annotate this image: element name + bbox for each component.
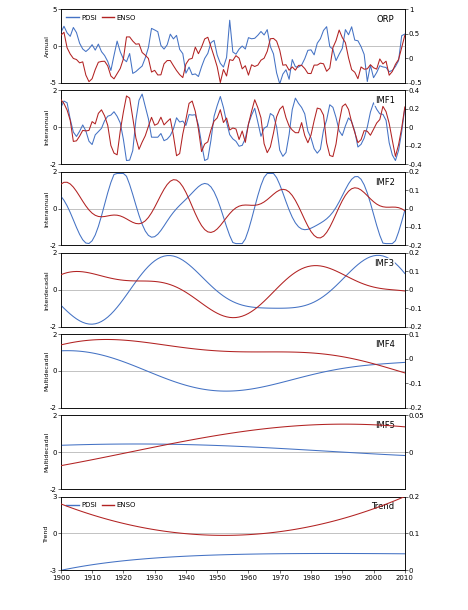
Y-axis label: Annual: Annual — [44, 35, 50, 57]
Text: IMF1: IMF1 — [374, 96, 395, 106]
Y-axis label: Multidecadal: Multidecadal — [44, 351, 50, 391]
Text: ORP: ORP — [377, 15, 395, 24]
Text: IMF3: IMF3 — [374, 259, 395, 268]
Legend: PDSI, ENSO: PDSI, ENSO — [64, 13, 139, 23]
Y-axis label: Trend: Trend — [44, 525, 50, 542]
Text: IMF2: IMF2 — [374, 178, 395, 187]
Text: Trend: Trend — [372, 503, 395, 511]
Legend: PDSI, ENSO: PDSI, ENSO — [64, 500, 139, 510]
Text: IMF4: IMF4 — [374, 340, 395, 349]
Y-axis label: Interannual: Interannual — [44, 190, 50, 227]
Y-axis label: Multidecadal: Multidecadal — [44, 432, 50, 472]
Text: IMF5: IMF5 — [374, 421, 395, 430]
Y-axis label: Interannual: Interannual — [44, 109, 50, 145]
Y-axis label: Interdecadal: Interdecadal — [44, 270, 50, 309]
